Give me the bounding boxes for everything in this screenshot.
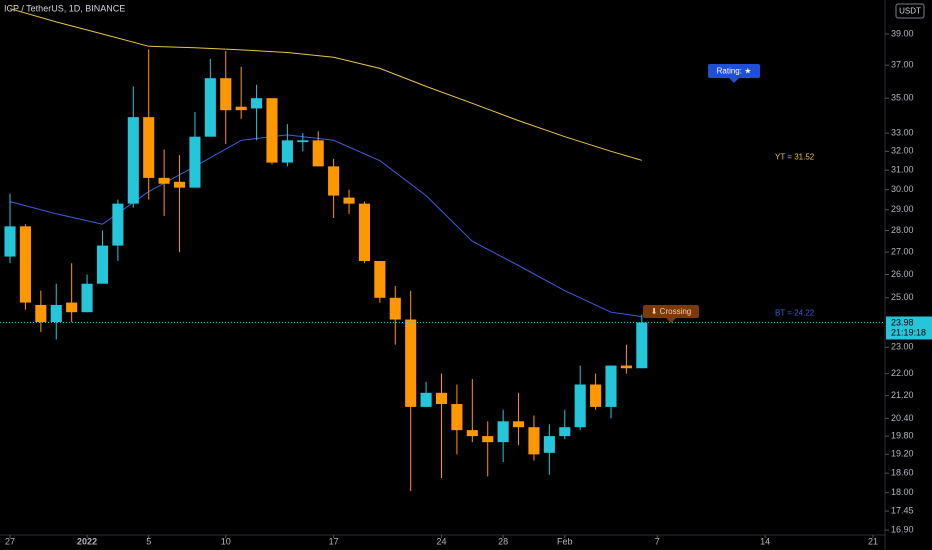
y-tick-label: 20.40 bbox=[891, 413, 914, 423]
candle-body bbox=[204, 78, 216, 137]
candle-body bbox=[143, 117, 155, 178]
candle-body bbox=[559, 427, 571, 437]
x-tick-label: 24 bbox=[436, 536, 446, 546]
candle-body bbox=[35, 304, 47, 323]
y-tick-label: 23.00 bbox=[891, 342, 914, 352]
candle-body bbox=[328, 166, 340, 196]
candle-body bbox=[50, 304, 62, 323]
candle-body bbox=[266, 98, 278, 163]
x-tick-label: 28 bbox=[498, 536, 508, 546]
y-tick-label: 16.90 bbox=[891, 524, 914, 534]
crossing-pointer bbox=[666, 318, 676, 323]
chart-title: ICP / TetherUS, 1D, BINANCE bbox=[4, 3, 125, 13]
candle-body bbox=[374, 260, 386, 298]
candle-body bbox=[389, 297, 401, 320]
last-price-box bbox=[886, 316, 932, 340]
candle-body bbox=[220, 78, 232, 111]
y-tick-label: 18.60 bbox=[891, 468, 914, 478]
y-tick-label: 39.00 bbox=[891, 28, 914, 38]
y-tick-label: 25.00 bbox=[891, 292, 914, 302]
candle-body bbox=[251, 98, 263, 109]
candle-body bbox=[482, 436, 494, 443]
candle-body bbox=[420, 392, 432, 407]
rating-badge bbox=[708, 64, 760, 78]
candle-body bbox=[528, 427, 540, 455]
y-tick-label: 18.00 bbox=[891, 487, 914, 497]
y-tick-label: 19.20 bbox=[891, 449, 914, 459]
y-tick-label: 19.80 bbox=[891, 430, 914, 440]
y-tick-label: 29.00 bbox=[891, 204, 914, 214]
crossing-badge bbox=[643, 305, 699, 318]
x-tick-label: 27 bbox=[5, 536, 15, 546]
x-tick-label: 14 bbox=[760, 536, 770, 546]
candle-body bbox=[513, 421, 525, 428]
candle-body bbox=[497, 421, 509, 443]
candle-body bbox=[466, 430, 478, 437]
y-tick-label: 22.00 bbox=[891, 368, 914, 378]
crossing-text: ⬇ Crossing bbox=[651, 307, 692, 316]
candle-body bbox=[605, 365, 617, 407]
y-tick-label: 26.00 bbox=[891, 269, 914, 279]
candle-body bbox=[312, 140, 324, 167]
candle-body bbox=[96, 245, 109, 284]
y-tick-label: 30.00 bbox=[891, 184, 914, 194]
y-tick-label: 21.20 bbox=[891, 390, 914, 400]
y-tick-label: 35.00 bbox=[891, 93, 914, 103]
x-tick-label: 2022 bbox=[77, 536, 97, 546]
x-tick-label: 21 bbox=[868, 536, 878, 546]
candle-body bbox=[189, 136, 201, 188]
x-tick-label: Feb bbox=[557, 536, 573, 546]
rating-text: Rating: ★ bbox=[717, 67, 752, 76]
y-tick-label: 31.00 bbox=[891, 165, 914, 175]
x-tick-label: 10 bbox=[221, 536, 231, 546]
x-tick-label: 5 bbox=[146, 536, 151, 546]
x-tick-label: 17 bbox=[329, 536, 339, 546]
rating-pointer bbox=[729, 78, 739, 83]
candle-body bbox=[574, 384, 586, 428]
last-price-label: 23.98 bbox=[891, 317, 914, 327]
candle-body bbox=[127, 117, 139, 204]
candle-body bbox=[66, 302, 78, 313]
candle-body bbox=[636, 322, 648, 369]
candle-body bbox=[590, 384, 602, 407]
y-tick-label: 28.00 bbox=[891, 225, 914, 235]
candle-body bbox=[297, 140, 309, 143]
line-label: BT = 24.22 bbox=[775, 309, 815, 318]
y-tick-label: 17.45 bbox=[891, 505, 914, 515]
candle-body bbox=[81, 283, 93, 313]
currency: USDT bbox=[899, 7, 921, 16]
y-tick-label: 27.00 bbox=[891, 247, 914, 257]
currency-box bbox=[895, 3, 925, 19]
candle-body bbox=[358, 203, 370, 261]
candle-body bbox=[4, 226, 16, 257]
candle-body bbox=[451, 404, 463, 431]
countdown: 21:19:18 bbox=[891, 327, 926, 337]
candle-body bbox=[435, 392, 448, 405]
candle-body bbox=[405, 319, 417, 407]
candle-body bbox=[543, 436, 555, 453]
candle-body bbox=[235, 106, 247, 111]
moving-average-line bbox=[9, 8, 642, 161]
candle-body bbox=[343, 197, 355, 204]
candle-body bbox=[173, 181, 186, 188]
y-tick-label: 37.00 bbox=[891, 60, 914, 70]
y-tick-label: 33.00 bbox=[891, 127, 914, 137]
y-tick-label: 32.00 bbox=[891, 146, 914, 156]
candle-body bbox=[112, 203, 124, 246]
candle-body bbox=[620, 365, 632, 369]
candle-body bbox=[281, 140, 293, 163]
candle-body bbox=[19, 226, 31, 303]
candle-body bbox=[158, 177, 170, 184]
line-label: YT = 31.52 bbox=[775, 152, 815, 161]
x-tick-label: 7 bbox=[655, 536, 660, 546]
